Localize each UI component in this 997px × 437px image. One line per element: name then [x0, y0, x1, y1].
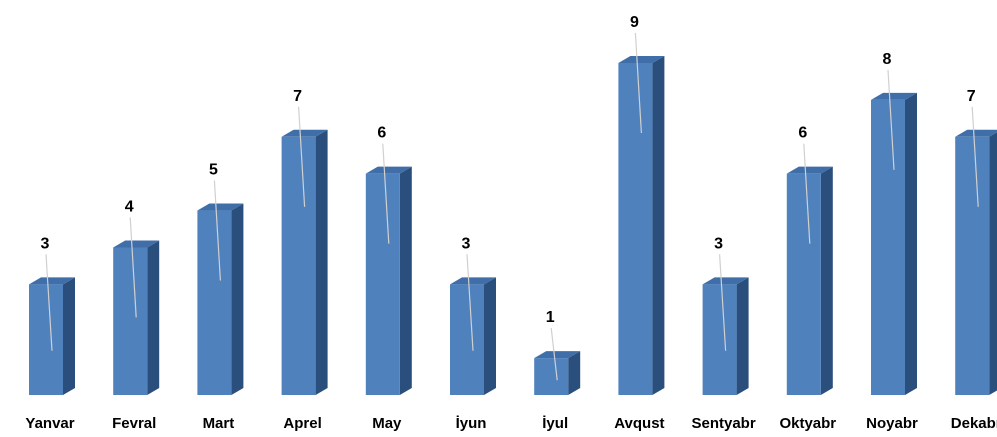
category-label: Yanvar	[25, 415, 74, 432]
bar-top	[365, 166, 412, 174]
category-label: Oktyabr	[779, 415, 836, 432]
bar-sentyabr: 3 Sentyabr	[691, 235, 755, 432]
bar-front	[113, 247, 148, 395]
leader-line	[298, 106, 306, 207]
bar-may: 6 May	[365, 125, 412, 432]
data-label: 7	[293, 88, 302, 105]
category-label: Fevral	[112, 415, 156, 432]
category-label: Aprel	[283, 415, 321, 432]
data-label: 7	[967, 88, 976, 105]
bar-front	[534, 358, 569, 395]
bar-yanvar: 3 Yanvar	[25, 235, 75, 432]
category-label: Avqust	[614, 415, 664, 432]
bar-front	[871, 99, 905, 395]
data-label: 4	[125, 198, 134, 215]
bar-side	[989, 132, 997, 395]
bar-side	[231, 203, 244, 395]
category-label: İyun	[456, 415, 487, 432]
bar-side	[736, 277, 749, 395]
data-label: 1	[546, 309, 555, 326]
leader-line	[887, 69, 895, 170]
bar-side	[484, 277, 496, 395]
leader-line	[803, 143, 811, 244]
bar-side	[905, 92, 917, 395]
leader-line	[634, 32, 642, 134]
bar-top	[871, 92, 917, 100]
bar-front	[29, 284, 63, 395]
leader-line	[213, 180, 221, 281]
bar-fevral: 4 Fevral	[112, 198, 160, 432]
bar-top	[702, 277, 749, 285]
bar-side	[568, 351, 581, 395]
bar-iyul: 1 İyul	[534, 309, 581, 432]
data-label: 9	[630, 14, 639, 31]
bar-top	[534, 351, 581, 359]
leader-line	[45, 254, 53, 351]
bar-side	[63, 277, 75, 395]
bar-top	[29, 277, 75, 285]
leader-line	[129, 217, 137, 318]
data-label: 6	[798, 125, 807, 142]
category-label: Mart	[203, 415, 235, 432]
category-label: May	[372, 415, 402, 432]
data-label: 3	[714, 235, 723, 252]
data-label: 6	[377, 125, 386, 142]
bar-side	[820, 166, 833, 395]
bar-top	[786, 166, 833, 174]
bar-front	[197, 210, 232, 395]
bar-avqust: 9 Avqust	[614, 14, 664, 432]
bar-top	[281, 129, 328, 137]
category-label: Noyabr	[866, 415, 918, 432]
bar-front	[618, 63, 653, 395]
bar-noyabr: 8 Noyabr	[866, 51, 918, 432]
data-label: 3	[41, 235, 50, 252]
category-label: İyul	[542, 415, 568, 432]
leader-line	[466, 254, 474, 351]
bar-oktyabr: 6 Oktyabr	[779, 125, 836, 432]
bar-front	[365, 173, 400, 395]
bar-aprel: 7 Aprel	[281, 88, 328, 432]
bar-front	[702, 284, 737, 395]
bar-top	[450, 277, 496, 285]
bar-front	[450, 284, 484, 395]
bar-dekabr: 7 Dekabr	[951, 88, 997, 432]
leader-line	[550, 328, 558, 381]
bar-iyun: 3 İyun	[450, 235, 496, 432]
bar-side	[315, 129, 328, 395]
leader-line	[719, 254, 727, 351]
bar-side	[147, 240, 160, 395]
leader-line	[971, 106, 979, 207]
category-label: Sentyabr	[691, 415, 755, 432]
data-label: 8	[883, 51, 892, 68]
bar-front	[955, 136, 990, 395]
bar-mart: 5 Mart	[197, 162, 244, 432]
bar-front	[786, 173, 821, 395]
bar-top	[955, 129, 997, 137]
bar-side	[652, 56, 665, 395]
bar-side	[399, 166, 412, 395]
data-label: 5	[209, 162, 218, 179]
data-label: 3	[462, 235, 471, 252]
category-label: Dekabr	[951, 415, 997, 432]
leader-line	[382, 143, 390, 244]
bar-front	[281, 136, 316, 395]
bar-top	[197, 203, 244, 211]
bar-top	[113, 240, 160, 248]
bar-top	[618, 56, 665, 63]
